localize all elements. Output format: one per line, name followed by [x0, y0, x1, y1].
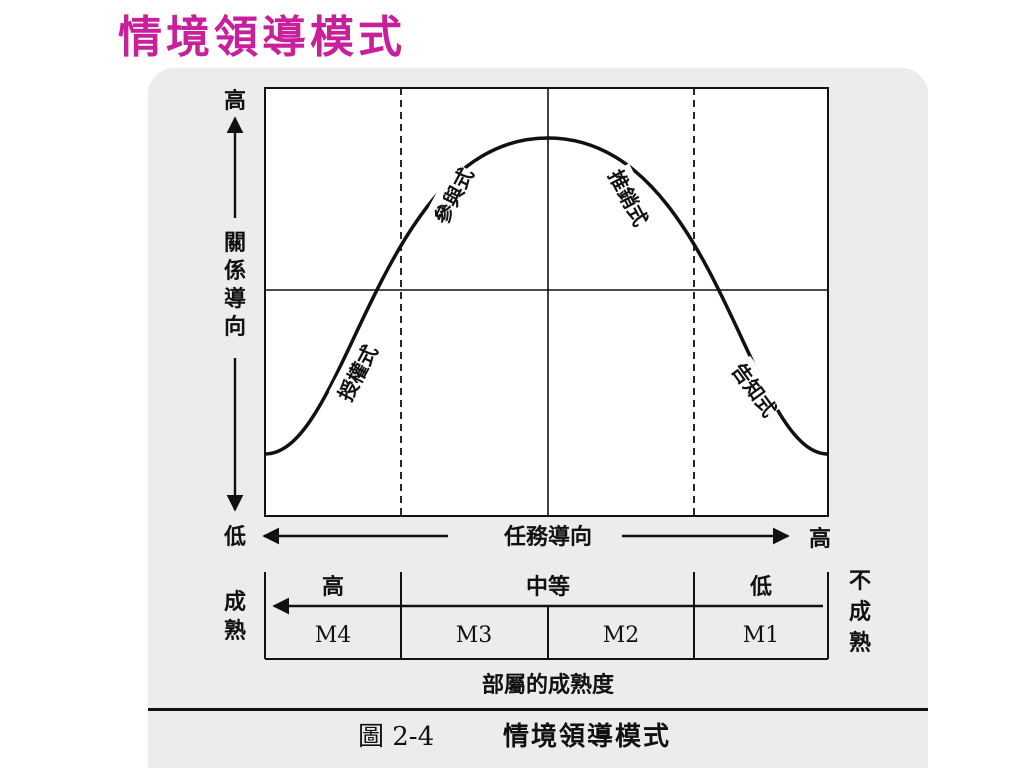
immature-char-3: 熟 — [849, 630, 871, 656]
immature-char-1: 不 — [849, 568, 871, 594]
caption-box: 圖 2-4 情境領導模式 — [148, 711, 928, 768]
stage-m2: M2 — [603, 623, 640, 648]
y-axis-title-char-2: 係 — [224, 258, 246, 284]
y-axis-title-char-1: 關 — [224, 230, 246, 256]
immature-char-2: 成 — [849, 599, 871, 625]
maturity-low-label: 低 — [749, 574, 772, 600]
y-axis-title-char-3: 導 — [224, 286, 246, 312]
mature-char-1: 成 — [224, 589, 246, 615]
y-axis-high-label: 高 — [224, 88, 246, 114]
figure-panel: 授權式 參與式 推銷式 告知式 高 關 係 導 向 低 任務導向 高 — [148, 68, 928, 768]
axis-low-label: 低 — [223, 524, 246, 550]
caption-rule — [148, 708, 928, 711]
maturity-medium-label: 中等 — [526, 574, 570, 600]
slide-title: 情境領導模式 — [118, 12, 406, 63]
maturity-high-label: 高 — [322, 574, 344, 600]
stage-m1: M1 — [743, 623, 780, 648]
stage-m3: M3 — [456, 623, 493, 648]
stage-m4: M4 — [315, 623, 352, 648]
mature-char-2: 熟 — [224, 618, 246, 644]
y-axis-title-char-4: 向 — [224, 314, 246, 340]
figure-number: 圖 2-4 — [358, 722, 435, 752]
x-axis-high-label: 高 — [809, 526, 831, 552]
plot-frame — [264, 87, 829, 517]
maturity-footer: 部屬的成熟度 — [482, 672, 615, 698]
situational-leadership-diagram: 授權式 參與式 推銷式 告知式 高 關 係 導 向 低 任務導向 高 — [223, 87, 871, 698]
figure-caption-title: 情境領導模式 — [503, 722, 672, 752]
x-axis-title: 任務導向 — [503, 524, 592, 550]
